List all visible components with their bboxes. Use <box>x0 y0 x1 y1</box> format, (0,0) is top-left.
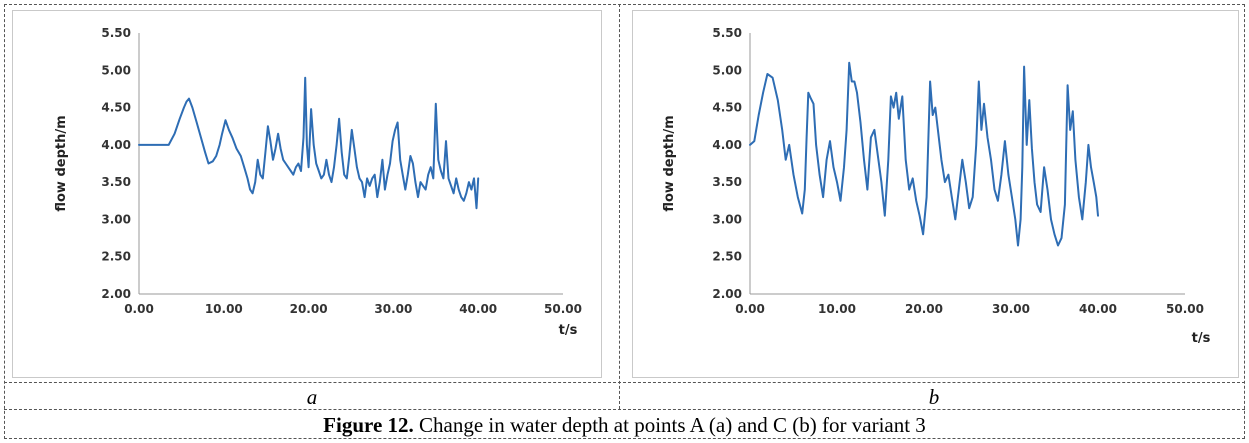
chart-b: 2.00 2.50 3.00 3.50 4.00 4.50 5.00 5.50 0.00 10.0… <box>662 26 1211 346</box>
y-tick-label: 5.00 <box>101 63 131 77</box>
caption-text: Change in water depth at points A (a) an… <box>419 413 926 437</box>
y-tick-label: 3.50 <box>712 175 742 189</box>
y-tick-label: 4.50 <box>712 101 742 115</box>
x-tick-label: 0.00 <box>124 302 154 316</box>
chart-panel-a: 2.00 2.50 3.00 3.50 4.00 4.50 5.00 5.50 0.00 10.0… <box>12 10 602 378</box>
y-axis-label: flow depth/m <box>54 115 69 211</box>
y-tick-label: 4.00 <box>101 138 131 152</box>
x-tick-label: 50.00 <box>544 302 582 316</box>
y-tick-label: 2.50 <box>712 250 742 264</box>
column-divider <box>619 4 620 409</box>
x-tick-label: 20.00 <box>290 302 328 316</box>
y-tick-label: 4.00 <box>712 138 742 152</box>
row-divider-top <box>4 382 1245 383</box>
caption-label: Figure 12. <box>323 413 414 437</box>
chart-a: 2.00 2.50 3.00 3.50 4.00 4.50 5.00 5.50 0.00 10.0… <box>54 26 582 338</box>
x-tick-label: 20.00 <box>905 302 943 316</box>
figure-caption: Figure 12. Change in water depth at poin… <box>4 412 1245 438</box>
x-tick-label: 10.00 <box>818 302 856 316</box>
y-tick-label: 5.50 <box>101 26 131 40</box>
y-tick-label: 2.50 <box>101 250 131 264</box>
y-axis-label: flow depth/m <box>662 115 677 211</box>
panel-label-a: a <box>306 385 318 409</box>
y-tick-label: 3.00 <box>712 212 742 226</box>
x-tick-label: 30.00 <box>374 302 412 316</box>
panel-label-b: b <box>928 385 940 409</box>
chart-panel-b: 2.00 2.50 3.00 3.50 4.00 4.50 5.00 5.50 0.00 10.0… <box>632 10 1239 378</box>
y-tick-label: 3.50 <box>101 175 131 189</box>
x-axis-label: t/s <box>1192 331 1211 346</box>
row-divider-bottom <box>4 409 1245 410</box>
x-tick-label: 0.00 <box>735 302 765 316</box>
x-tick-label: 40.00 <box>1079 302 1117 316</box>
figure-frame <box>4 4 1245 439</box>
y-tick-label: 2.00 <box>101 287 131 301</box>
y-tick-label: 3.00 <box>101 212 131 226</box>
x-tick-label: 10.00 <box>205 302 243 316</box>
series-line-0 <box>749 61 1099 247</box>
y-tick-label: 4.50 <box>101 101 131 115</box>
y-tick-label: 2.00 <box>712 287 742 301</box>
y-tick-label: 5.50 <box>712 26 742 40</box>
y-tick-label: 5.00 <box>712 63 742 77</box>
x-tick-label: 40.00 <box>459 302 497 316</box>
x-tick-label: 50.00 <box>1166 302 1204 316</box>
series-line-0 <box>138 76 480 210</box>
x-tick-label: 30.00 <box>992 302 1030 316</box>
x-axis-label: t/s <box>559 323 578 338</box>
